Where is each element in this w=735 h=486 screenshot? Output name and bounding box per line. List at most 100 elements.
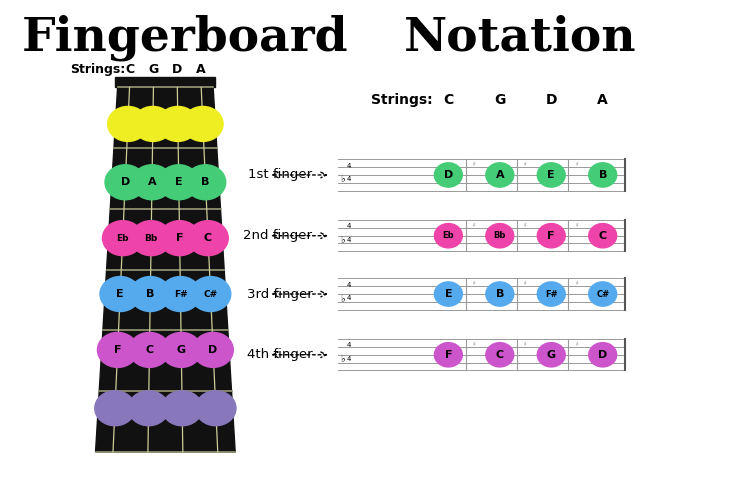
Ellipse shape — [589, 163, 617, 187]
Text: F: F — [548, 231, 555, 241]
Ellipse shape — [129, 391, 169, 426]
Text: 4: 4 — [347, 163, 351, 169]
Ellipse shape — [105, 165, 146, 200]
Ellipse shape — [196, 391, 236, 426]
Ellipse shape — [434, 282, 462, 306]
Ellipse shape — [434, 163, 462, 187]
Ellipse shape — [589, 282, 617, 306]
Text: $\sharp$: $\sharp$ — [575, 278, 579, 287]
Text: $\sharp$: $\sharp$ — [523, 339, 528, 347]
Ellipse shape — [102, 221, 143, 256]
Text: Strings:: Strings: — [371, 93, 433, 106]
Ellipse shape — [157, 106, 198, 141]
Ellipse shape — [160, 277, 201, 312]
Text: $\flat$: $\flat$ — [340, 292, 345, 304]
Text: 4th finger: 4th finger — [247, 348, 312, 361]
Text: F: F — [445, 350, 452, 360]
Ellipse shape — [161, 332, 201, 367]
Text: C: C — [125, 63, 134, 76]
Text: D: D — [209, 345, 218, 355]
Ellipse shape — [132, 165, 172, 200]
Text: $\flat$: $\flat$ — [340, 234, 345, 245]
Polygon shape — [96, 87, 235, 452]
Text: F#: F# — [173, 290, 187, 298]
Text: C: C — [598, 231, 607, 241]
Ellipse shape — [100, 277, 140, 312]
Ellipse shape — [188, 221, 229, 256]
Ellipse shape — [434, 224, 462, 248]
Ellipse shape — [190, 277, 231, 312]
Ellipse shape — [98, 332, 138, 367]
Text: G: G — [148, 63, 159, 76]
Ellipse shape — [486, 163, 514, 187]
Text: E: E — [175, 177, 182, 187]
Text: 4: 4 — [347, 224, 351, 229]
Ellipse shape — [182, 106, 223, 141]
Text: B: B — [146, 289, 154, 299]
Text: C: C — [495, 350, 504, 360]
Text: Notation: Notation — [404, 15, 637, 61]
Text: 2nd finger: 2nd finger — [243, 229, 312, 242]
Text: B: B — [598, 170, 607, 180]
Text: $\flat$: $\flat$ — [340, 173, 345, 185]
Ellipse shape — [133, 106, 173, 141]
Text: $\sharp$: $\sharp$ — [523, 220, 528, 228]
Ellipse shape — [193, 332, 233, 367]
Text: F: F — [176, 233, 183, 243]
Text: A: A — [196, 63, 206, 76]
Text: E: E — [445, 289, 452, 299]
Text: $\sharp$: $\sharp$ — [472, 339, 476, 347]
Text: $\sharp$: $\sharp$ — [472, 159, 476, 168]
Text: Bb: Bb — [145, 234, 158, 243]
Text: C: C — [146, 345, 154, 355]
Ellipse shape — [537, 343, 565, 367]
Ellipse shape — [486, 343, 514, 367]
Text: E: E — [548, 170, 555, 180]
Ellipse shape — [537, 224, 565, 248]
Ellipse shape — [537, 282, 565, 306]
Text: 4: 4 — [347, 295, 351, 301]
Ellipse shape — [95, 391, 135, 426]
Text: F#: F# — [545, 290, 558, 298]
Text: C: C — [443, 93, 453, 106]
Text: A: A — [495, 170, 504, 180]
Ellipse shape — [131, 221, 171, 256]
Text: 4: 4 — [347, 343, 351, 348]
Text: $\sharp$: $\sharp$ — [575, 159, 579, 168]
Ellipse shape — [486, 282, 514, 306]
Text: D: D — [121, 177, 130, 187]
Text: Strings:: Strings: — [70, 63, 125, 76]
Text: $\sharp$: $\sharp$ — [523, 278, 528, 287]
Text: 1st finger: 1st finger — [248, 169, 312, 181]
Text: 4: 4 — [347, 282, 351, 288]
Text: A: A — [598, 93, 608, 106]
Text: Eb: Eb — [116, 234, 129, 243]
Text: B: B — [201, 177, 209, 187]
Ellipse shape — [107, 106, 148, 141]
Ellipse shape — [162, 391, 202, 426]
Ellipse shape — [129, 332, 170, 367]
Text: A: A — [148, 177, 157, 187]
Text: B: B — [495, 289, 504, 299]
Ellipse shape — [159, 165, 199, 200]
Text: $\sharp$: $\sharp$ — [523, 159, 528, 168]
Text: D: D — [598, 350, 607, 360]
Text: 3rd finger: 3rd finger — [247, 288, 312, 300]
Text: Bb: Bb — [494, 231, 506, 240]
Text: $\sharp$: $\sharp$ — [575, 339, 579, 347]
Text: G: G — [494, 93, 506, 106]
Text: $\sharp$: $\sharp$ — [472, 278, 476, 287]
Text: D: D — [444, 170, 453, 180]
Text: F: F — [114, 345, 121, 355]
Text: D: D — [172, 63, 182, 76]
Text: G: G — [547, 350, 556, 360]
Ellipse shape — [159, 221, 200, 256]
Ellipse shape — [130, 277, 171, 312]
Ellipse shape — [589, 224, 617, 248]
Text: Fingerboard: Fingerboard — [22, 15, 348, 61]
Ellipse shape — [434, 343, 462, 367]
Text: $\sharp$: $\sharp$ — [472, 220, 476, 228]
Text: G: G — [176, 345, 186, 355]
Ellipse shape — [537, 163, 565, 187]
Text: $\sharp$: $\sharp$ — [575, 220, 579, 228]
